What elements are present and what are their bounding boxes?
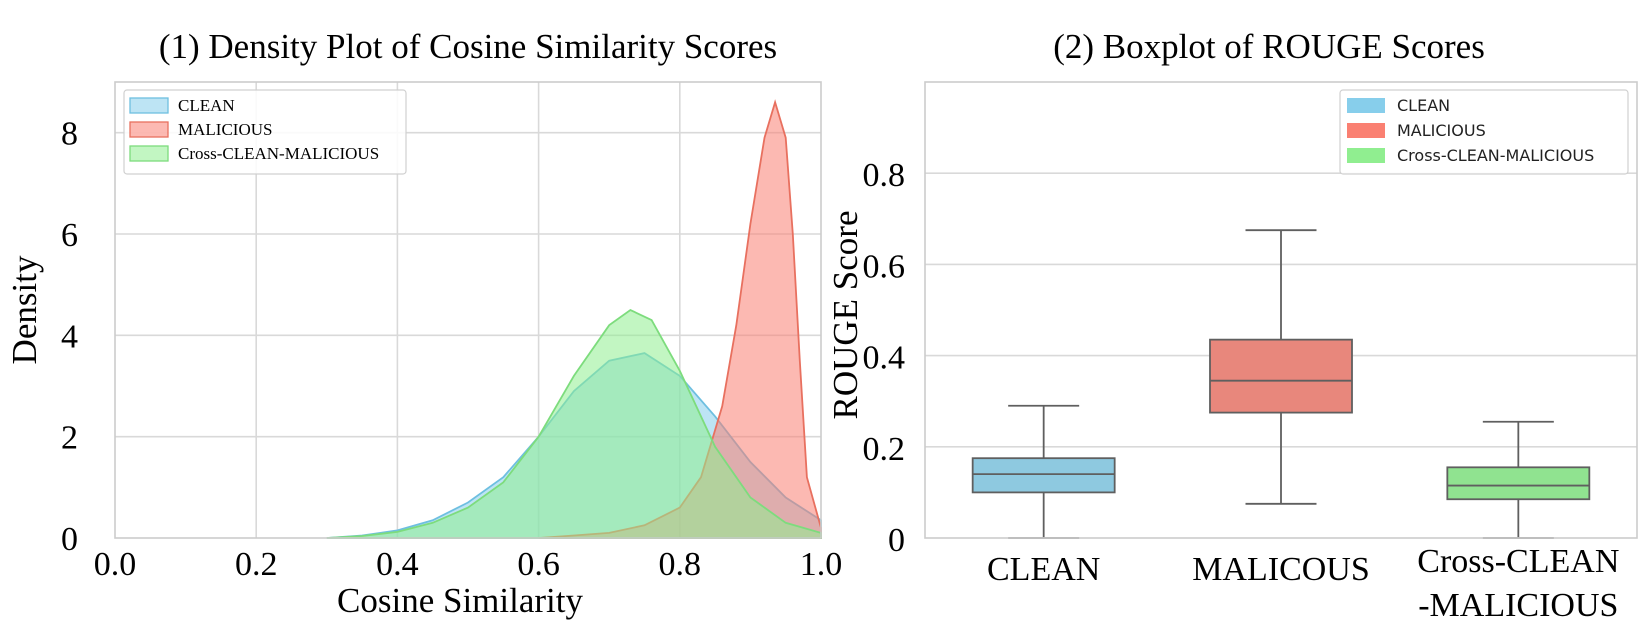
box-ytick: 0 <box>888 522 905 559</box>
box-ytick: 0.2 <box>863 431 906 468</box>
density-ytick: 8 <box>61 116 78 153</box>
density-xtick: 0.0 <box>94 546 137 583</box>
box-ylabel: ROUGE Score <box>826 211 865 420</box>
density-frame <box>114 81 822 539</box>
density-panel: (1) Density Plot of Cosine Similarity Sc… <box>5 27 842 620</box>
box-frame <box>924 81 1638 539</box>
density-area-cross-clean-malicious <box>326 308 822 539</box>
box-xtick: MALICOUS <box>1192 551 1370 588</box>
box-panel: (2) Boxplot of ROUGE Scores 0 0.2 0.4 0.6 0.… <box>826 27 1638 624</box>
box-legend-swatch <box>1347 148 1385 163</box>
box-ytick: 0.8 <box>863 157 906 194</box>
density-legend-label: Cross-CLEAN-MALICIOUS <box>178 144 379 163</box>
box-iqr <box>1209 338 1353 414</box>
box-legend-label: CLEAN <box>1397 96 1450 115</box>
box-legend-label: MALICIOUS <box>1397 121 1486 140</box>
density-title: (1) Density Plot of Cosine Similarity Sc… <box>159 27 777 66</box>
density-legend-swatch <box>129 97 169 114</box>
density-xlabel: Cosine Similarity <box>337 581 583 620</box>
box-legend-label: Cross-CLEAN-MALICIOUS <box>1397 146 1594 165</box>
density-legend-label: CLEAN <box>178 96 235 115</box>
box-legend-swatch <box>1347 98 1385 113</box>
box-xtick: Cross-CLEAN <box>1417 543 1619 580</box>
density-xtick: 0.8 <box>659 546 702 583</box>
density-legend-box <box>123 89 407 175</box>
density-xtick: 1.0 <box>800 546 843 583</box>
box-iqr <box>971 457 1116 494</box>
density-xtick: 0.2 <box>235 546 278 583</box>
box-legend: CLEAN MALICIOUS Cross-CLEAN-MALICIOUS <box>1339 89 1629 175</box>
density-ytick: 4 <box>61 318 78 355</box>
density-ytick: 0 <box>61 521 78 558</box>
box-legend-box <box>1339 89 1629 175</box>
density-ytick: 2 <box>61 420 78 457</box>
box-xtick: CLEAN <box>987 551 1100 588</box>
box-cross-clean-malicious <box>1446 420 1591 539</box>
box-clean <box>971 404 1116 539</box>
box-iqr <box>1446 466 1591 501</box>
density-legend-swatch <box>129 145 169 162</box>
box-ytick: 0.6 <box>863 248 906 285</box>
density-legend-swatch <box>129 121 169 138</box>
density-legend-label: MALICIOUS <box>178 120 272 139</box>
box-title: (2) Boxplot of ROUGE Scores <box>1053 27 1485 66</box>
density-xtick: 0.4 <box>376 546 419 583</box>
density-xtick: 0.6 <box>517 546 560 583</box>
box-legend-swatch <box>1347 123 1385 138</box>
density-legend: CLEAN MALICIOUS Cross-CLEAN-MALICIOUS <box>123 89 407 175</box>
box-ytick: 0.4 <box>863 340 906 377</box>
density-ylabel: Density <box>5 255 44 364</box>
box-malicous <box>1209 229 1353 505</box>
density-ytick: 6 <box>61 217 78 254</box>
box-xtick: -MALICIOUS <box>1418 587 1618 624</box>
